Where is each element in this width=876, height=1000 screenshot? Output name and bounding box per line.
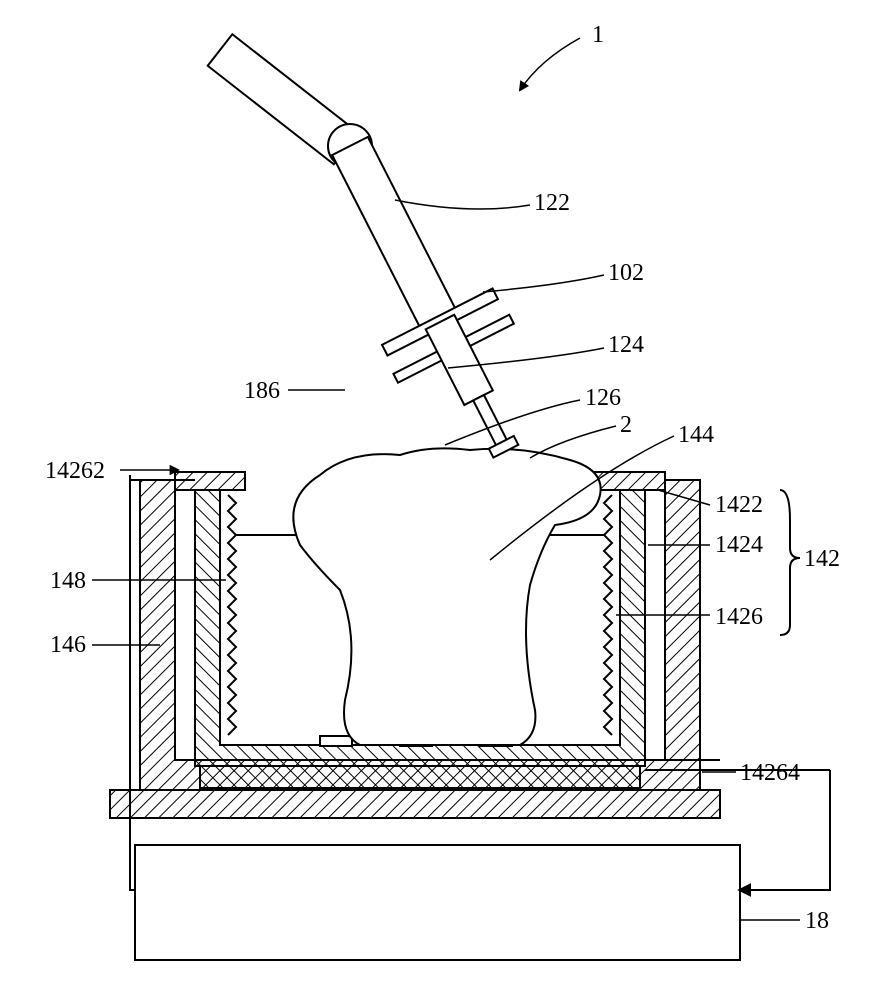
label-1422: 1422 bbox=[715, 492, 763, 518]
leader-1 bbox=[520, 38, 580, 90]
zigzag-1426-right bbox=[604, 495, 612, 735]
label-102: 102 bbox=[608, 260, 644, 286]
zigzag-1426-left bbox=[228, 495, 236, 735]
control-box-18 bbox=[135, 845, 740, 960]
label-142: 142 bbox=[804, 546, 840, 572]
label-14264: 14264 bbox=[740, 760, 800, 786]
label-186: 186 bbox=[244, 378, 280, 404]
bracket-142 bbox=[780, 490, 800, 635]
label-124: 124 bbox=[608, 332, 644, 358]
label-1426: 1426 bbox=[715, 604, 763, 630]
label-148: 148 bbox=[50, 568, 86, 594]
conduit-14264 bbox=[740, 770, 830, 890]
leader-122 bbox=[395, 200, 530, 209]
leader-102 bbox=[483, 275, 604, 292]
label-144: 144 bbox=[678, 422, 714, 448]
label-146: 146 bbox=[50, 632, 86, 658]
label-1424: 1424 bbox=[715, 532, 763, 558]
label-18: 18 bbox=[805, 908, 829, 934]
label-2: 2 bbox=[620, 412, 632, 438]
label-14262: 14262 bbox=[45, 458, 105, 484]
base-plate bbox=[110, 790, 720, 818]
label-1: 1 bbox=[592, 22, 604, 48]
label-122: 122 bbox=[534, 190, 570, 216]
label-126: 126 bbox=[585, 385, 621, 411]
robot-arm bbox=[208, 34, 564, 480]
patent-figure: 1 122 102 124 186 126 2 144 14262 1422 1… bbox=[0, 0, 876, 1000]
arm-link-122 bbox=[332, 137, 458, 333]
conduit-14262 bbox=[130, 475, 135, 890]
floor-strip bbox=[200, 766, 640, 788]
workpiece-2 bbox=[293, 448, 600, 745]
